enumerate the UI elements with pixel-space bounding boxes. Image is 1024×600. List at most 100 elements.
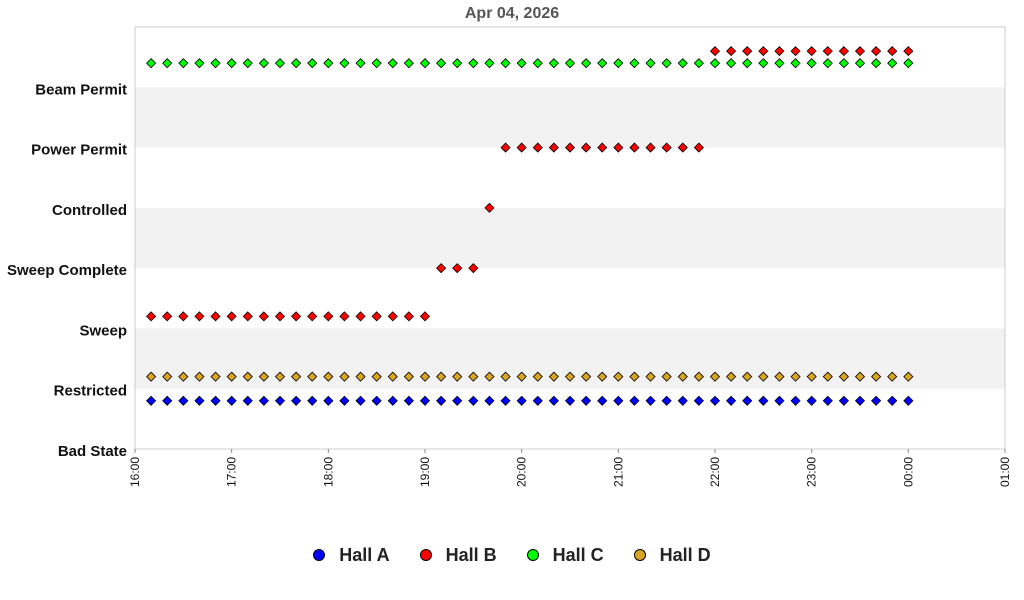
point-hall-d: [854, 371, 866, 382]
legend-label: Hall C: [552, 544, 604, 565]
point-hall-b: [419, 311, 431, 322]
point-hall-a: [516, 395, 527, 406]
point-hall-a: [194, 395, 205, 406]
point-hall-d: [774, 371, 785, 382]
point-hall-b: [339, 311, 350, 322]
legend-item-hall-d[interactable]: Hall D: [633, 545, 711, 566]
point-hall-c: [436, 58, 447, 69]
point-hall-a: [887, 395, 898, 406]
point-hall-c: [419, 58, 431, 69]
plot-frame: [134, 26, 1006, 450]
point-hall-b: [210, 311, 221, 322]
point-hall-a: [419, 395, 431, 406]
point-hall-c: [887, 58, 898, 69]
x-tick-label: 01:00: [998, 457, 1012, 487]
point-hall-c: [226, 58, 237, 69]
point-hall-a: [564, 395, 576, 406]
point-hall-c: [210, 58, 221, 69]
point-hall-b: [645, 142, 656, 153]
point-hall-c: [645, 58, 656, 69]
point-hall-c: [500, 58, 511, 69]
band: [135, 87, 1005, 148]
point-hall-b: [194, 311, 205, 322]
legend-item-hall-b[interactable]: Hall B: [419, 544, 497, 566]
point-hall-b: [468, 263, 479, 274]
point-hall-d: [677, 371, 688, 382]
point-hall-c: [854, 58, 866, 69]
point-hall-b: [726, 46, 737, 57]
point-hall-c: [742, 58, 753, 69]
point-hall-b: [661, 142, 672, 153]
x-tick-label: 23:00: [805, 457, 819, 487]
point-hall-a: [532, 395, 543, 406]
point-hall-c: [307, 58, 318, 69]
point-hall-a: [339, 395, 350, 406]
point-hall-d: [903, 371, 914, 382]
band: [135, 207, 1005, 269]
point-hall-d: [436, 371, 447, 382]
point-hall-b: [387, 311, 398, 322]
point-hall-a: [645, 395, 656, 406]
point-hall-c: [613, 58, 624, 69]
point-hall-c: [790, 58, 801, 69]
point-hall-a: [790, 395, 801, 406]
point-hall-b: [307, 311, 318, 322]
point-hall-a: [226, 395, 237, 406]
point-hall-b: [532, 142, 543, 153]
point-hall-c: [581, 58, 592, 69]
point-hall-d: [484, 371, 495, 382]
point-hall-d: [500, 371, 511, 382]
data-points: [146, 46, 914, 406]
x-tick-label: 16:00: [128, 457, 142, 487]
point-hall-c: [693, 58, 704, 69]
point-hall-d: [548, 371, 559, 382]
legend-marker: [526, 549, 539, 561]
y-tick-label: Controlled: [52, 202, 127, 219]
point-hall-b: [597, 142, 608, 153]
point-hall-b: [242, 311, 253, 322]
point-hall-b: [403, 311, 414, 322]
point-hall-b: [822, 46, 833, 57]
point-hall-b: [693, 142, 704, 153]
point-hall-b: [774, 46, 785, 57]
point-hall-c: [291, 58, 302, 69]
y-axis-labels: Bad State Restricted Sweep Sweep Complete Co…: [7, 81, 127, 460]
point-hall-a: [806, 395, 817, 406]
point-hall-c: [871, 58, 882, 69]
point-hall-d: [146, 371, 157, 382]
point-hall-b: [854, 46, 866, 57]
point-hall-d: [258, 371, 269, 382]
point-hall-d: [758, 371, 769, 382]
point-hall-a: [838, 395, 849, 406]
point-hall-a: [355, 395, 366, 406]
point-hall-c: [838, 58, 849, 69]
point-hall-c: [661, 58, 672, 69]
point-hall-d: [419, 371, 431, 382]
y-tick-label: Sweep: [79, 322, 127, 339]
point-hall-d: [307, 371, 318, 382]
point-hall-b: [548, 142, 559, 153]
y-tick-label: Bad State: [58, 443, 127, 460]
point-hall-b: [838, 46, 849, 57]
point-hall-a: [258, 395, 269, 406]
point-hall-d: [661, 371, 672, 382]
point-hall-a: [452, 395, 463, 406]
legend-label: Hall B: [445, 544, 497, 565]
point-hall-a: [436, 395, 447, 406]
point-hall-a: [307, 395, 318, 406]
point-hall-a: [854, 395, 866, 406]
point-hall-a: [500, 395, 511, 406]
point-hall-d: [291, 371, 302, 382]
legend-item-hall-c[interactable]: Hall C: [526, 544, 604, 566]
point-hall-d: [887, 371, 898, 382]
point-hall-d: [468, 371, 479, 382]
point-hall-d: [178, 371, 189, 382]
point-hall-b: [274, 311, 286, 322]
legend-item-hall-a[interactable]: Hall A: [313, 545, 390, 566]
point-hall-a: [548, 395, 559, 406]
point-hall-a: [822, 395, 833, 406]
point-hall-c: [709, 58, 721, 69]
point-hall-b: [258, 311, 269, 322]
point-hall-b: [226, 311, 237, 322]
point-hall-a: [709, 395, 721, 406]
